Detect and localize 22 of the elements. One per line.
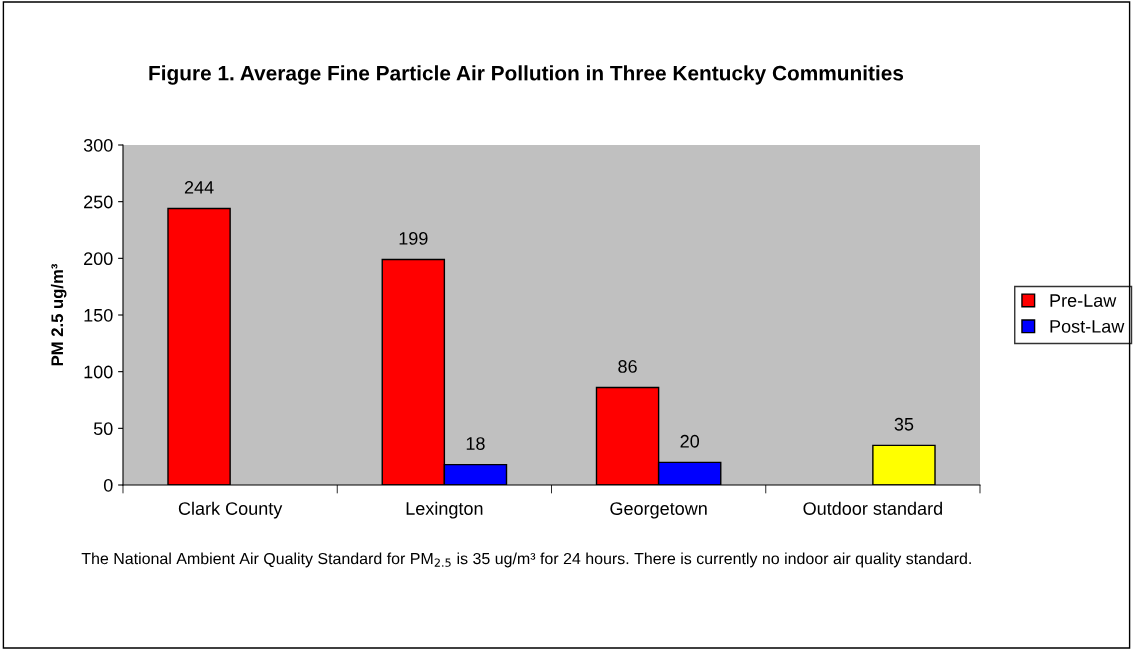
y-tick-label: 150	[84, 308, 113, 322]
data-label: 20	[680, 434, 700, 448]
legend-label: Post-Law	[1050, 320, 1125, 333]
y-tick-label: 50	[93, 422, 113, 436]
y-tick-label: 0	[103, 478, 113, 492]
legend-label: Pre-Law	[1050, 294, 1117, 307]
y-tick-label: 100	[84, 365, 113, 379]
y-tick-label: 300	[83, 138, 113, 152]
text: The National Ambient Air Quality Standard for PM$_{2.5}$ is 35 ug/m³ for 24 hours. There is currently no indoor air quality standard.	[81, 552, 971, 568]
y-axis-title: PM 2.5 ug/m³	[50, 263, 67, 366]
x-tick-label: Outdoor standard	[803, 501, 942, 515]
data-label: 35	[894, 417, 914, 431]
data-label: 244	[184, 181, 214, 194]
x-tick-label: Clark County	[178, 501, 283, 519]
chart-title: Figure 1. Average Fine Particle Air Pollution in Three Kentucky Communities	[149, 65, 904, 85]
y-tick-label: 250	[84, 195, 113, 209]
data-label: 199	[399, 232, 428, 245]
x-tick-label: Lexington	[406, 501, 483, 519]
data-label: 18	[466, 437, 485, 450]
data-label: 86	[618, 360, 637, 373]
x-tick-label: Georgetown	[610, 502, 707, 519]
y-tick-label: 200	[84, 252, 113, 266]
